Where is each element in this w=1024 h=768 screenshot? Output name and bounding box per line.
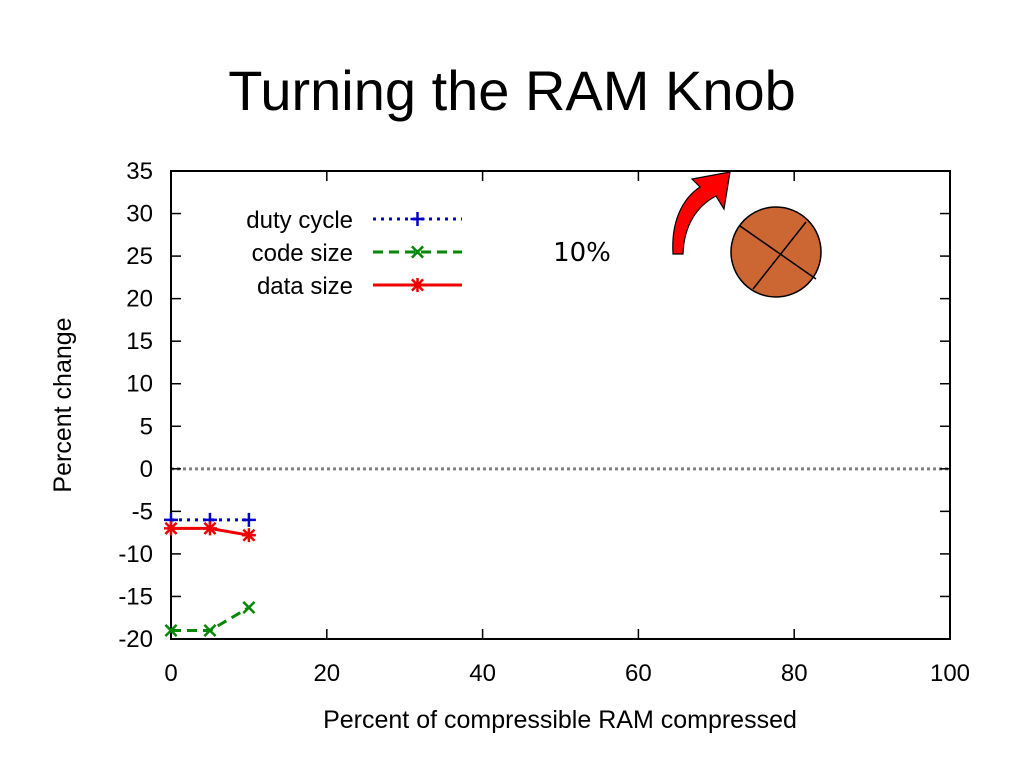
y-tick-label: -10 xyxy=(118,541,153,568)
legend-marker-2 xyxy=(410,278,425,292)
legend-label-0: duty cycle xyxy=(246,207,353,234)
data-point-2-1 xyxy=(202,521,217,536)
x-tick-label: 60 xyxy=(625,660,652,687)
legend-marker-0 xyxy=(410,212,425,226)
data-point-1-1 xyxy=(203,624,217,637)
data-point-1-0 xyxy=(164,624,178,637)
data-point-0-2 xyxy=(241,512,256,527)
y-tick-label: 10 xyxy=(126,371,153,398)
y-tick-label: 20 xyxy=(126,286,153,313)
annotation-label: 10% xyxy=(553,238,611,268)
y-tick-label: -5 xyxy=(132,498,153,525)
y-tick-label: -15 xyxy=(118,583,153,610)
legend-label-1: code size xyxy=(252,240,353,267)
x-tick-label: 100 xyxy=(930,660,970,687)
x-tick-label: 40 xyxy=(469,660,496,687)
y-tick-label: 0 xyxy=(140,456,153,483)
plot-frame xyxy=(170,170,951,640)
legend-label-2: data size xyxy=(257,273,353,300)
data-point-2-0 xyxy=(164,521,178,536)
legend-marker-1 xyxy=(411,245,424,259)
y-tick-label: 15 xyxy=(126,328,153,355)
curved-arrow-icon xyxy=(672,171,731,255)
y-axis-title: Percent change xyxy=(49,317,77,492)
y-tick-label: 25 xyxy=(126,243,153,270)
ticks: -20 -15 -10 -5 0 5 10 15 20 25 30 35 0 20 40 60 80 100 xyxy=(118,158,970,687)
x-tick-label: 20 xyxy=(313,660,340,687)
x-axis-title: Percent of compressible RAM compressed xyxy=(323,706,797,734)
y-tick-label: 35 xyxy=(126,158,153,185)
x-tick-label: 80 xyxy=(781,660,808,687)
x-tick-label: 0 xyxy=(164,660,177,687)
y-tick-label: 30 xyxy=(126,201,153,228)
axes xyxy=(170,170,951,640)
y-tick-label: 5 xyxy=(140,413,153,440)
y-tick-label: -20 xyxy=(118,626,153,653)
series-line-1 xyxy=(171,606,250,632)
knob-icon xyxy=(730,206,822,298)
legend: duty cycle code size data size xyxy=(246,207,462,300)
data-point-1-2 xyxy=(242,601,256,615)
slide-title: Turning the RAM Knob xyxy=(228,59,796,122)
series-layer xyxy=(164,512,256,637)
data-point-2-2 xyxy=(241,528,256,543)
